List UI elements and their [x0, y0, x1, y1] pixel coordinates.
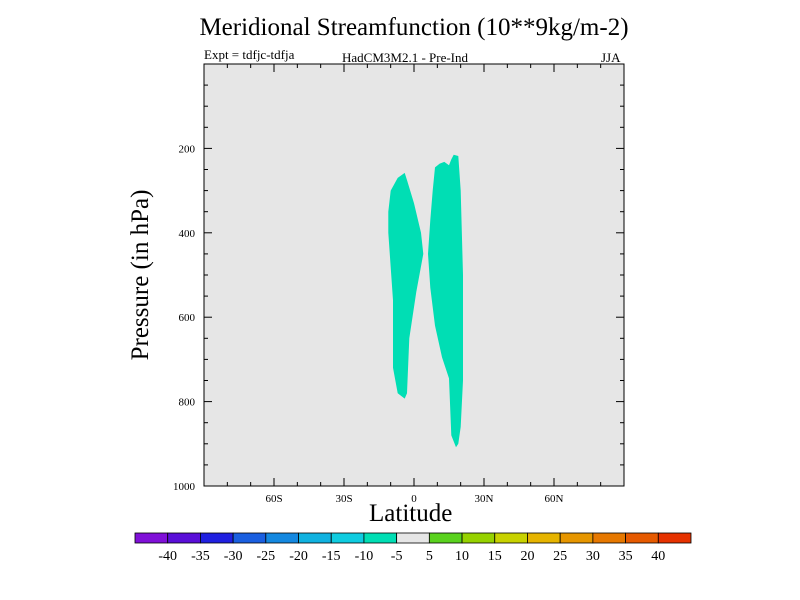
colorbar-swatch — [396, 532, 430, 544]
colorbar-label: -20 — [289, 549, 308, 564]
colorbar-swatch — [232, 532, 267, 544]
colorbar-label: 40 — [651, 549, 665, 564]
chart-title: Meridional Streamfunction (10**9kg/m-2) — [199, 14, 629, 41]
x-tick-label: 0 — [411, 493, 417, 505]
colorbar-swatch — [134, 532, 169, 544]
colorbar-swatch — [265, 532, 299, 544]
colorbar-swatch — [625, 532, 659, 544]
colorbar-label: -15 — [322, 549, 341, 564]
colorbar-swatch — [200, 532, 234, 544]
colorbar-label: -5 — [391, 549, 403, 564]
colorbar-swatch — [298, 532, 332, 544]
colorbar-swatch — [428, 532, 463, 544]
x-axis-label: Latitude — [369, 500, 453, 527]
colorbar-swatch — [527, 532, 561, 544]
colorbar-label: 15 — [488, 549, 502, 564]
colorbar-swatch — [592, 532, 626, 544]
x-tick-label: 60S — [265, 493, 282, 505]
colorbar-swatch — [167, 532, 201, 544]
colorbar-swatch — [559, 532, 594, 544]
y-tick-label: 600 — [179, 312, 196, 324]
region-10-to-5-south — [388, 172, 424, 399]
region-10-to-5-north — [428, 154, 463, 448]
colorbar-swatch — [330, 532, 365, 544]
x-tick-label: 60N — [545, 493, 564, 505]
colorbar-label: 25 — [553, 549, 567, 564]
season-label: JJA — [601, 50, 621, 65]
y-tick-label: 1000 — [173, 481, 196, 493]
model-label: HadCM3M2.1 - Pre-Ind — [342, 50, 469, 65]
x-tick-label: 30S — [335, 493, 352, 505]
y-tick-label: 200 — [179, 143, 196, 155]
experiment-label: Expt = tdfjc-tdfja — [204, 47, 295, 62]
colorbar-label: -40 — [158, 549, 177, 564]
colorbar-swatch — [494, 532, 528, 544]
colorbar-label: 30 — [586, 549, 600, 564]
colorbar-swatch — [363, 532, 398, 544]
colorbar-swatch — [461, 532, 496, 544]
x-tick-label: 30N — [475, 493, 494, 505]
colorbar-swatch — [657, 532, 692, 544]
colorbar-label: -30 — [224, 549, 243, 564]
colorbar-label: -25 — [256, 549, 275, 564]
colorbar-label: 10 — [455, 549, 469, 564]
colorbar-label: 20 — [520, 549, 534, 564]
colorbar-label: 35 — [619, 549, 633, 564]
y-tick-label: 800 — [179, 397, 196, 409]
y-tick-label: 400 — [179, 228, 196, 240]
colorbar-label: -10 — [355, 549, 374, 564]
colorbar-label: -35 — [191, 549, 210, 564]
colorbar-label: 5 — [426, 549, 433, 564]
